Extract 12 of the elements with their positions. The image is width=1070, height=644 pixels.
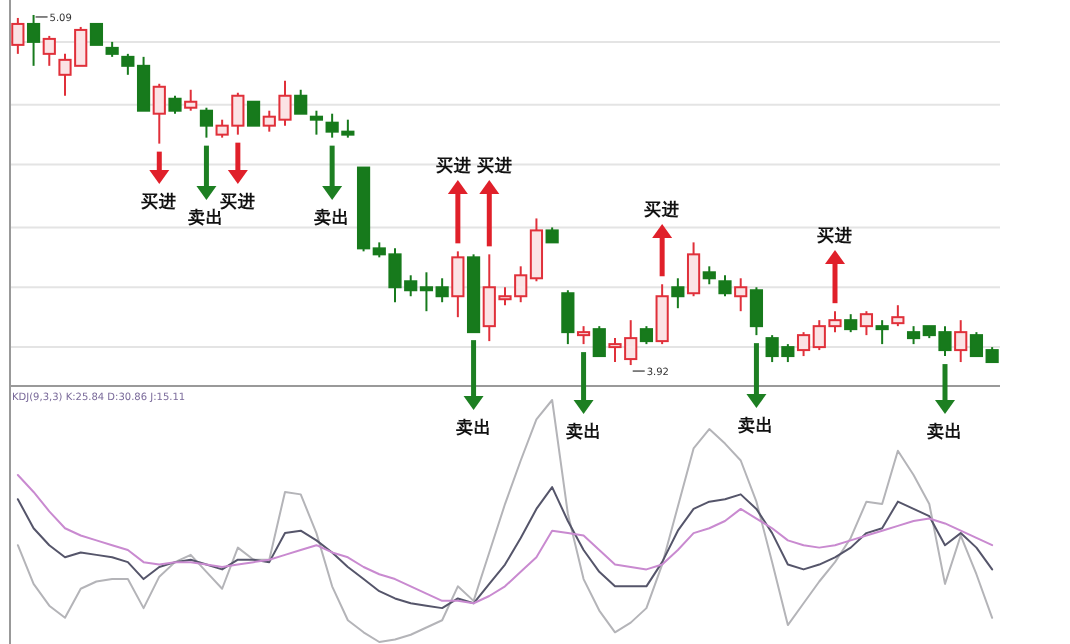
- annotation: 买进: [644, 199, 681, 221]
- annotation: 买进: [141, 191, 178, 213]
- annotation: 卖出: [927, 421, 963, 443]
- annotation: 买进: [435, 155, 472, 177]
- annotation: 卖出: [188, 207, 225, 229]
- annotation: 卖出: [314, 207, 351, 229]
- annotation: 买进: [817, 225, 853, 247]
- annotation: 卖出: [738, 415, 775, 437]
- annotation: 买进: [219, 191, 256, 213]
- annotation: 卖出: [455, 417, 492, 439]
- annotation: 卖出: [565, 421, 602, 443]
- annotation: 买进: [477, 155, 514, 177]
